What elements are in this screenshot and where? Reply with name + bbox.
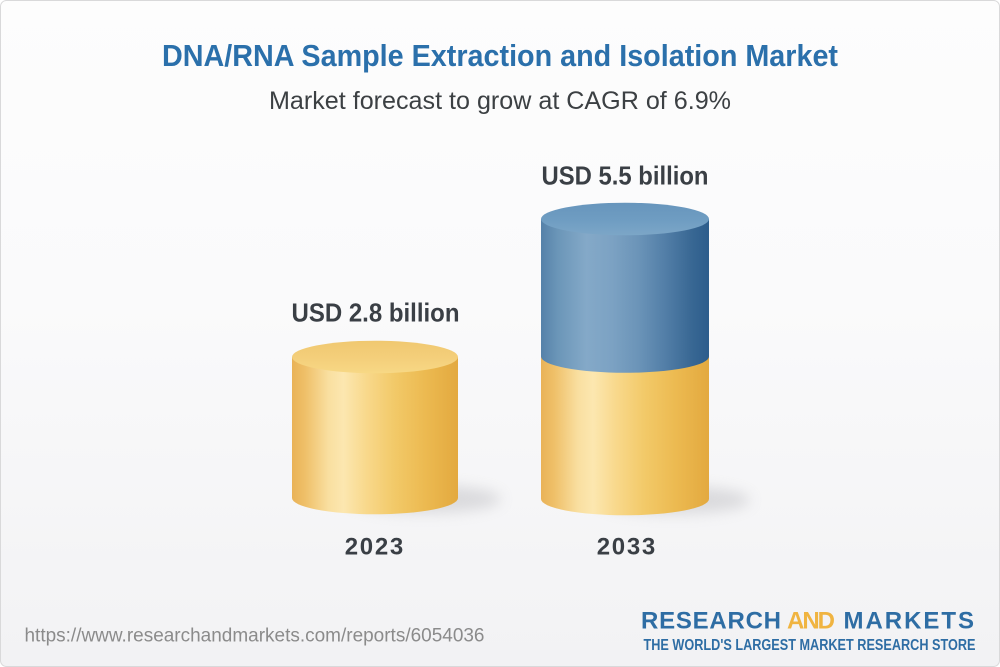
svg-text:AND: AND — [787, 607, 835, 634]
svg-text:USD 2.8 billion: USD 2.8 billion — [292, 298, 460, 328]
svg-text:Market forecast to grow at CAG: Market forecast to grow at CAGR of 6.9% — [269, 87, 731, 115]
svg-text:2023: 2023 — [345, 534, 404, 561]
svg-text:MARKETS: MARKETS — [844, 607, 975, 634]
svg-text:https://www.researchandmarkets: https://www.researchandmarkets.com/repor… — [25, 626, 485, 647]
svg-text:USD 5.5 billion: USD 5.5 billion — [542, 161, 709, 191]
svg-text:THE WORLD'S LARGEST MARKET RES: THE WORLD'S LARGEST MARKET RESEARCH STOR… — [644, 637, 976, 654]
svg-text:DNA/RNA Sample Extraction and: DNA/RNA Sample Extraction and Isolation … — [162, 38, 838, 73]
svg-text:RESEARCH: RESEARCH — [641, 607, 781, 634]
svg-text:2033: 2033 — [597, 534, 656, 561]
